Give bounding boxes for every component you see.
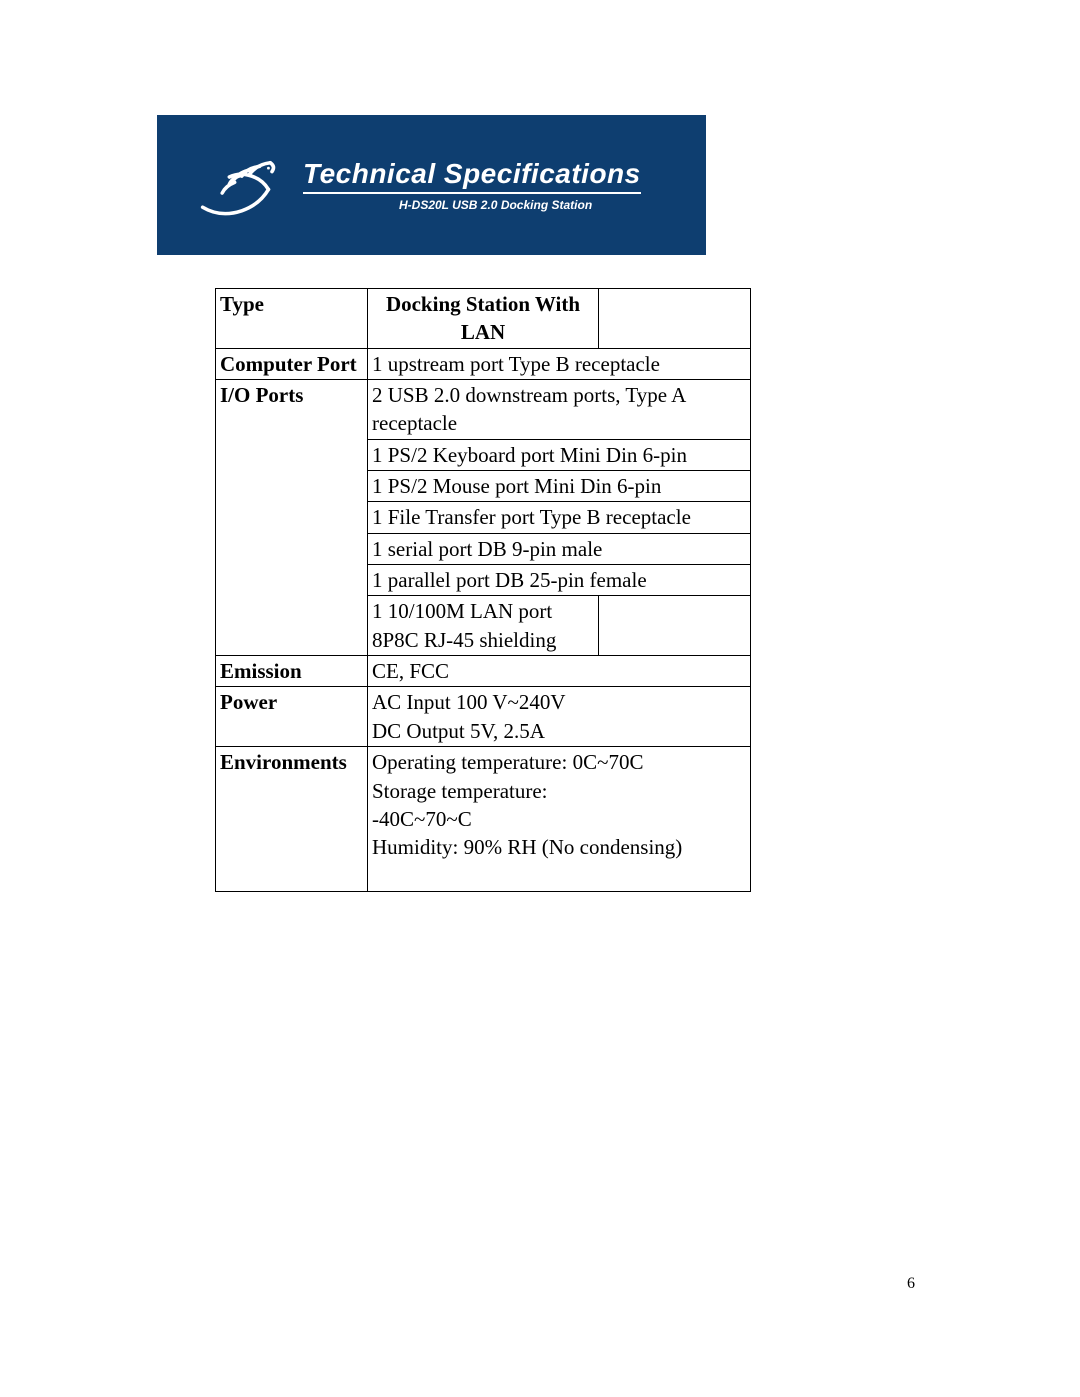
label-environments: Environments — [216, 747, 368, 892]
row-environments: Environments Operating temperature: 0C~7… — [216, 747, 751, 892]
label-io-ports: I/O Ports — [216, 380, 368, 656]
header-empty — [599, 289, 751, 349]
row-power: Power AC Input 100 V~240V DC Output 5V, … — [216, 687, 751, 747]
value-io-5: 1 parallel port DB 25-pin female — [368, 565, 751, 596]
header-docking: Docking Station With LAN — [368, 289, 599, 349]
value-computer-port: 1 upstream port Type B receptacle — [368, 348, 751, 379]
value-io-2: 1 PS/2 Mouse port Mini Din 6-pin — [368, 471, 751, 502]
value-io-3: 1 File Transfer port Type B receptacle — [368, 502, 751, 533]
row-io-0: I/O Ports 2 USB 2.0 downstream ports, Ty… — [216, 380, 751, 440]
value-io-lan: 1 10/100M LAN port 8P8C RJ-45 shielding — [368, 596, 599, 656]
title-banner: Technical Specifications H-DS20L USB 2.0… — [157, 115, 706, 255]
banner-title: Technical Specifications — [303, 158, 641, 194]
value-io-0: 2 USB 2.0 downstream ports, Type A recep… — [368, 380, 751, 440]
row-computer-port: Computer Port 1 upstream port Type B rec… — [216, 348, 751, 379]
label-computer-port: Computer Port — [216, 348, 368, 379]
value-environments: Operating temperature: 0C~70C Storage te… — [368, 747, 751, 892]
table-header-row: Type Docking Station With LAN — [216, 289, 751, 349]
value-power: AC Input 100 V~240V DC Output 5V, 2.5A — [368, 687, 751, 747]
value-io-4: 1 serial port DB 9-pin male — [368, 533, 751, 564]
page-number: 6 — [907, 1275, 915, 1293]
header-type: Type — [216, 289, 368, 349]
value-emission: CE, FCC — [368, 656, 751, 687]
value-io-1: 1 PS/2 Keyboard port Mini Din 6-pin — [368, 439, 751, 470]
value-io-lan-empty — [599, 596, 751, 656]
label-emission: Emission — [216, 656, 368, 687]
eagle-logo-icon — [195, 145, 285, 225]
specifications-table: Type Docking Station With LAN Computer P… — [215, 288, 751, 892]
banner-text-block: Technical Specifications H-DS20L USB 2.0… — [303, 158, 706, 212]
banner-subtitle: H-DS20L USB 2.0 Docking Station — [303, 198, 706, 212]
row-emission: Emission CE, FCC — [216, 656, 751, 687]
label-power: Power — [216, 687, 368, 747]
